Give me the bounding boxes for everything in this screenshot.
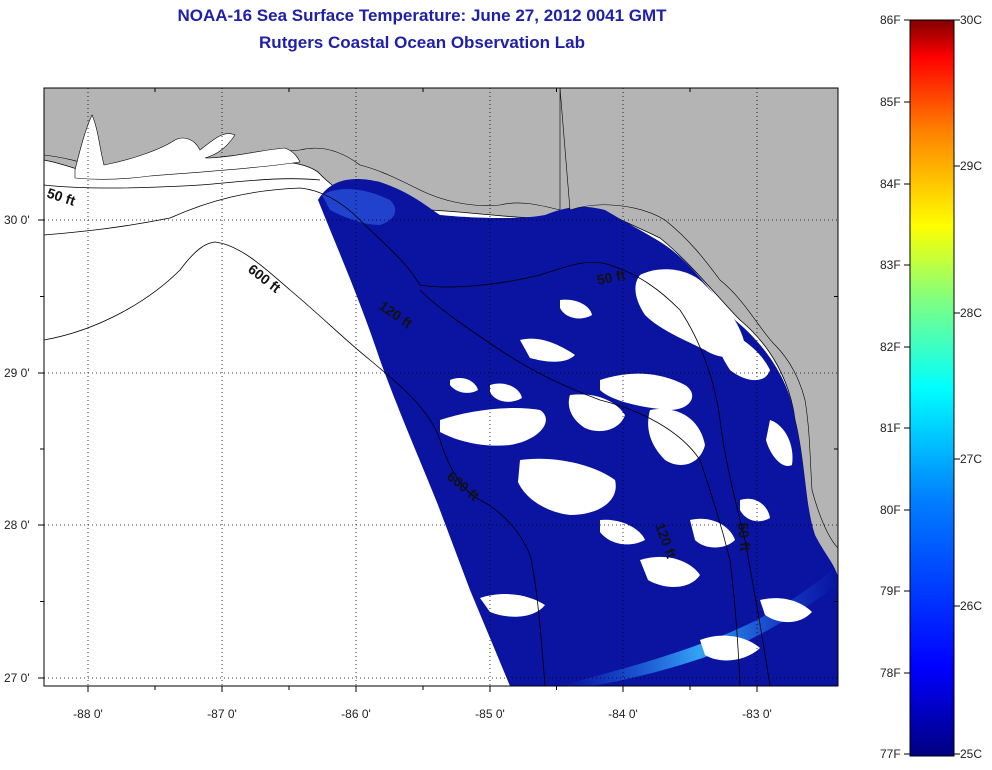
colorbar-fahrenheit-label: 80F	[880, 503, 901, 517]
lon-tick-label: -88 0'	[73, 707, 103, 721]
colorbar-fahrenheit-label: 82F	[880, 340, 901, 354]
cloud-cover	[440, 269, 812, 661]
lon-tick-label: -83 0'	[742, 707, 772, 721]
map-title: NOAA-16 Sea Surface Temperature: June 27…	[177, 6, 667, 25]
colorbar-celsius-label: 28C	[960, 306, 982, 320]
colorbar-fahrenheit-label: 81F	[880, 421, 901, 435]
coastal-bays	[74, 114, 301, 180]
lat-tick-label: 30 0'	[4, 213, 30, 227]
colorbar-celsius-label: 30C	[960, 13, 982, 27]
colorbar-fahrenheit-label: 77F	[880, 747, 901, 761]
lon-tick-label: -86 0'	[341, 707, 371, 721]
lon-tick-label: -84 0'	[608, 707, 638, 721]
warm-water-streak-north	[322, 188, 396, 225]
lat-lon-grid	[44, 88, 838, 686]
colorbar-fahrenheit-label: 86F	[880, 13, 901, 27]
lon-tick-label: -87 0'	[207, 707, 237, 721]
lon-tick-label: -85 0'	[475, 707, 505, 721]
map-subtitle: Rutgers Coastal Ocean Observation Lab	[259, 33, 585, 52]
colorbar-celsius-label: 29C	[960, 159, 982, 173]
colorbar-fahrenheit-label: 78F	[880, 666, 901, 680]
lat-tick-label: 29 0'	[4, 366, 30, 380]
colorbar-fahrenheit-label: 85F	[880, 95, 901, 109]
colorbar-fahrenheit-label: 79F	[880, 584, 901, 598]
colorbar-fahrenheit-label: 83F	[880, 258, 901, 272]
colorbar-celsius-label: 26C	[960, 599, 982, 613]
lat-tick-label: 27 0'	[4, 671, 30, 685]
depth-contour-label: 50 ft	[735, 522, 753, 552]
lat-tick-label: 28 0'	[4, 518, 30, 532]
axis-ticks: -88 0' -87 0' -86 0' -85 0' -84 0' -83 0' 30 0…	[4, 88, 838, 721]
colorbar-celsius-label: 27C	[960, 452, 982, 466]
colorbar-fahrenheit-label: 84F	[880, 177, 901, 191]
colorbar-celsius-label: 25C	[960, 747, 982, 761]
depth-contour-label: 50 ft	[595, 266, 627, 288]
colorbar	[909, 19, 955, 757]
map-frame	[43, 87, 839, 687]
